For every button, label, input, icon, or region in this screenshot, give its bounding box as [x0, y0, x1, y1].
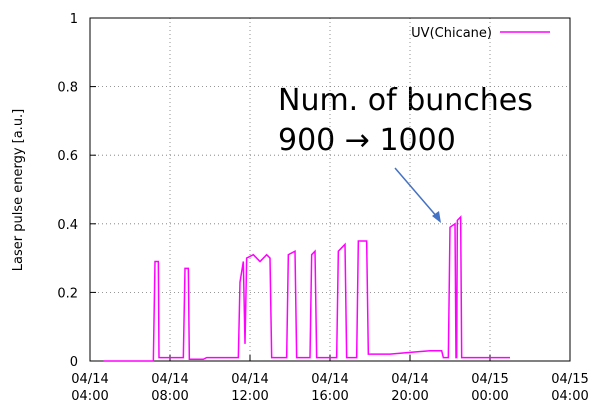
x-tick-label: 04/15 00:00	[471, 372, 508, 404]
plot-frame	[89, 17, 571, 362]
annotation: Num. of bunches	[278, 83, 533, 118]
y-tick-label: 0.4	[57, 218, 78, 233]
x-tick-label: 04/14 12:00	[231, 372, 268, 404]
x-tick-label: 04/14 20:00	[391, 372, 428, 404]
x-tick-label: 04/14 04:00	[71, 372, 108, 404]
y-tick-label: 0.6	[57, 149, 78, 164]
legend-label: UV(Chicane)	[411, 26, 492, 41]
x-tick-label: 04/14 16:00	[311, 372, 348, 404]
annotation: 900 → 1000	[278, 123, 456, 158]
x-tick-label: 04/15 04:00	[551, 372, 588, 404]
y-axis-label: Laser pulse energy [a.u.]	[11, 109, 26, 272]
y-tick-label: 1	[70, 12, 78, 27]
arrow-head	[432, 211, 441, 223]
y-tick-label: 0	[70, 355, 78, 370]
x-tick-label: 04/14 08:00	[151, 372, 188, 404]
y-tick-label: 0.2	[57, 286, 78, 301]
data-line	[103, 215, 510, 362]
y-tick-label: 0.8	[57, 81, 78, 96]
arrow	[394, 167, 439, 219]
